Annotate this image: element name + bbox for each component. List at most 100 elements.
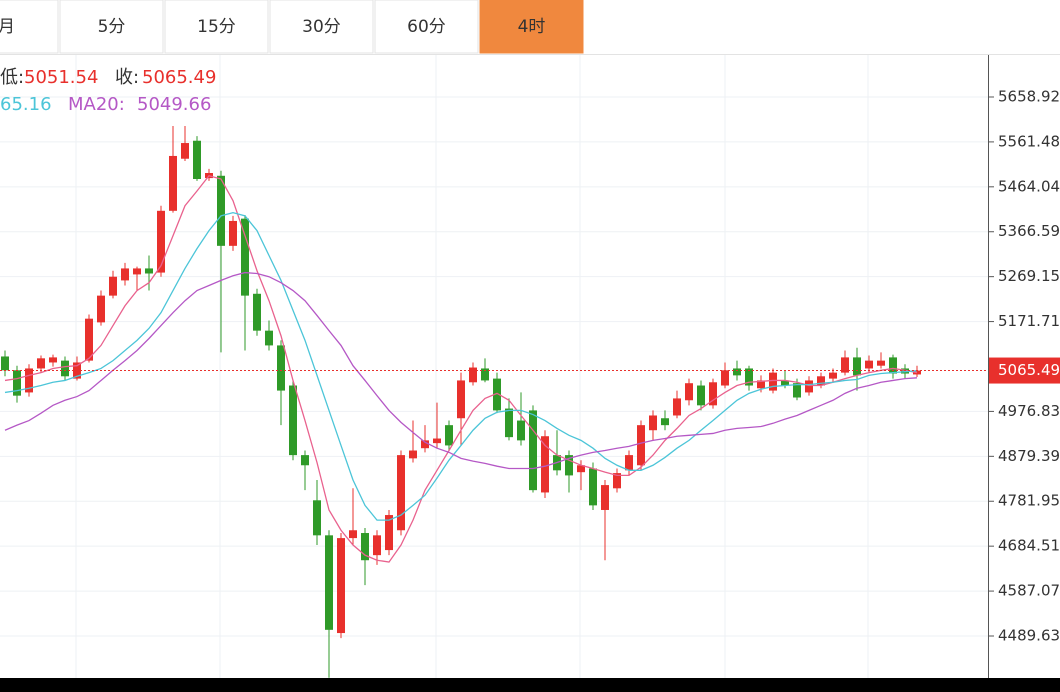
y-tick-label: 4489.63 <box>998 626 1060 644</box>
candle-body <box>673 398 681 416</box>
candle-body <box>133 268 141 275</box>
candle-body <box>181 143 189 159</box>
low-value: 5051.54 <box>24 67 98 88</box>
candle-body <box>769 372 777 391</box>
candle-body <box>853 357 861 376</box>
candle-body <box>109 276 117 296</box>
candle-body <box>613 473 621 489</box>
candle-body <box>817 376 825 386</box>
candle-body <box>793 383 801 398</box>
candle-body <box>805 380 813 393</box>
tab-label[interactable]: 60分 <box>407 17 446 37</box>
y-tick-label: 5464.04 <box>998 177 1060 195</box>
ma20-value: 5049.66 <box>137 94 211 115</box>
candle-body <box>865 360 873 369</box>
candle-body <box>157 210 165 273</box>
tab-label[interactable]: 4时 <box>518 17 546 37</box>
y-tick-label: 4684.51 <box>998 537 1060 555</box>
candle-body <box>385 515 393 551</box>
candle-body <box>505 408 513 438</box>
tab[interactable] <box>164 0 269 54</box>
candle-body <box>697 385 705 406</box>
ma-line <box>4 175 918 563</box>
candle-body <box>277 345 285 391</box>
candle-body <box>325 535 333 630</box>
candle-body <box>193 140 201 180</box>
candle-body <box>433 438 441 444</box>
candle-body <box>757 380 765 389</box>
candle-body <box>361 533 369 561</box>
low-label: 低: <box>0 67 24 88</box>
candle-body <box>169 155 177 211</box>
candle-body <box>97 295 105 323</box>
candle-body <box>733 368 741 376</box>
candle-body <box>13 370 21 396</box>
candle-body <box>841 357 849 373</box>
candle-body <box>493 378 501 411</box>
candle-body <box>61 360 69 377</box>
tab-label[interactable]: 月 <box>0 17 15 37</box>
candle-body <box>565 455 573 476</box>
y-tick-label: 4879.39 <box>998 447 1060 465</box>
tab[interactable] <box>59 0 164 54</box>
candle-body <box>601 485 609 510</box>
candle-body <box>637 425 645 466</box>
candle-body <box>289 385 297 456</box>
candle-body <box>337 538 345 634</box>
close-value: 5065.49 <box>142 67 216 88</box>
y-tick-label: 5561.48 <box>998 132 1060 150</box>
y-tick-label: 5658.92 <box>998 87 1060 105</box>
ma-line <box>4 211 918 521</box>
candle-body <box>121 268 129 281</box>
last-price-label: 5065.49 <box>998 361 1060 379</box>
y-tick-label: 4976.83 <box>998 402 1060 420</box>
candle-body <box>37 358 45 369</box>
candle-body <box>145 268 153 274</box>
candle-body <box>745 368 753 386</box>
last-price-box <box>989 357 1060 384</box>
candle-body <box>241 218 249 296</box>
close-label: 收: <box>115 67 139 88</box>
ma20-label: MA20: <box>68 94 125 115</box>
tab[interactable] <box>0 0 59 54</box>
candle-body <box>517 420 525 441</box>
candle-body <box>649 415 657 431</box>
tab[interactable] <box>374 0 479 54</box>
y-tick-label: 4781.95 <box>998 492 1060 510</box>
candle-body <box>889 357 897 374</box>
tab-label[interactable]: 30分 <box>302 17 341 37</box>
candle-body <box>253 293 261 331</box>
candle-body <box>589 468 597 506</box>
candle-body <box>421 440 429 449</box>
candle-body <box>1 356 9 371</box>
candle-body <box>397 455 405 531</box>
candle-body <box>445 425 453 446</box>
candle-body <box>469 367 477 383</box>
candle-body <box>661 418 669 426</box>
candle-body <box>49 357 57 363</box>
candle-body <box>409 450 417 459</box>
candle-body <box>685 383 693 401</box>
candle-body <box>577 465 585 473</box>
tab[interactable] <box>479 0 584 54</box>
tab-label[interactable]: 15分 <box>197 17 236 37</box>
tab[interactable] <box>269 0 374 54</box>
candle-body <box>625 455 633 471</box>
candle-body <box>481 368 489 381</box>
candle-body <box>373 535 381 556</box>
candle-body <box>829 372 837 379</box>
y-tick-label: 4587.07 <box>998 582 1060 600</box>
candle-body <box>217 175 225 246</box>
candle-body <box>721 370 729 386</box>
candle-body <box>529 410 537 491</box>
y-tick-label: 5171.71 <box>998 312 1060 330</box>
bottom-bar <box>0 678 1060 692</box>
candle-body <box>313 500 321 536</box>
candle-body <box>229 220 237 246</box>
candle-body <box>457 380 465 419</box>
tab-label[interactable]: 5分 <box>98 17 126 37</box>
candle-body <box>85 318 93 361</box>
y-tick-label: 5269.15 <box>998 267 1060 285</box>
